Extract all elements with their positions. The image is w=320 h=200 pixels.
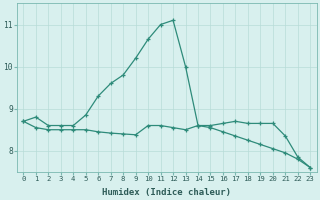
X-axis label: Humidex (Indice chaleur): Humidex (Indice chaleur)	[102, 188, 231, 197]
